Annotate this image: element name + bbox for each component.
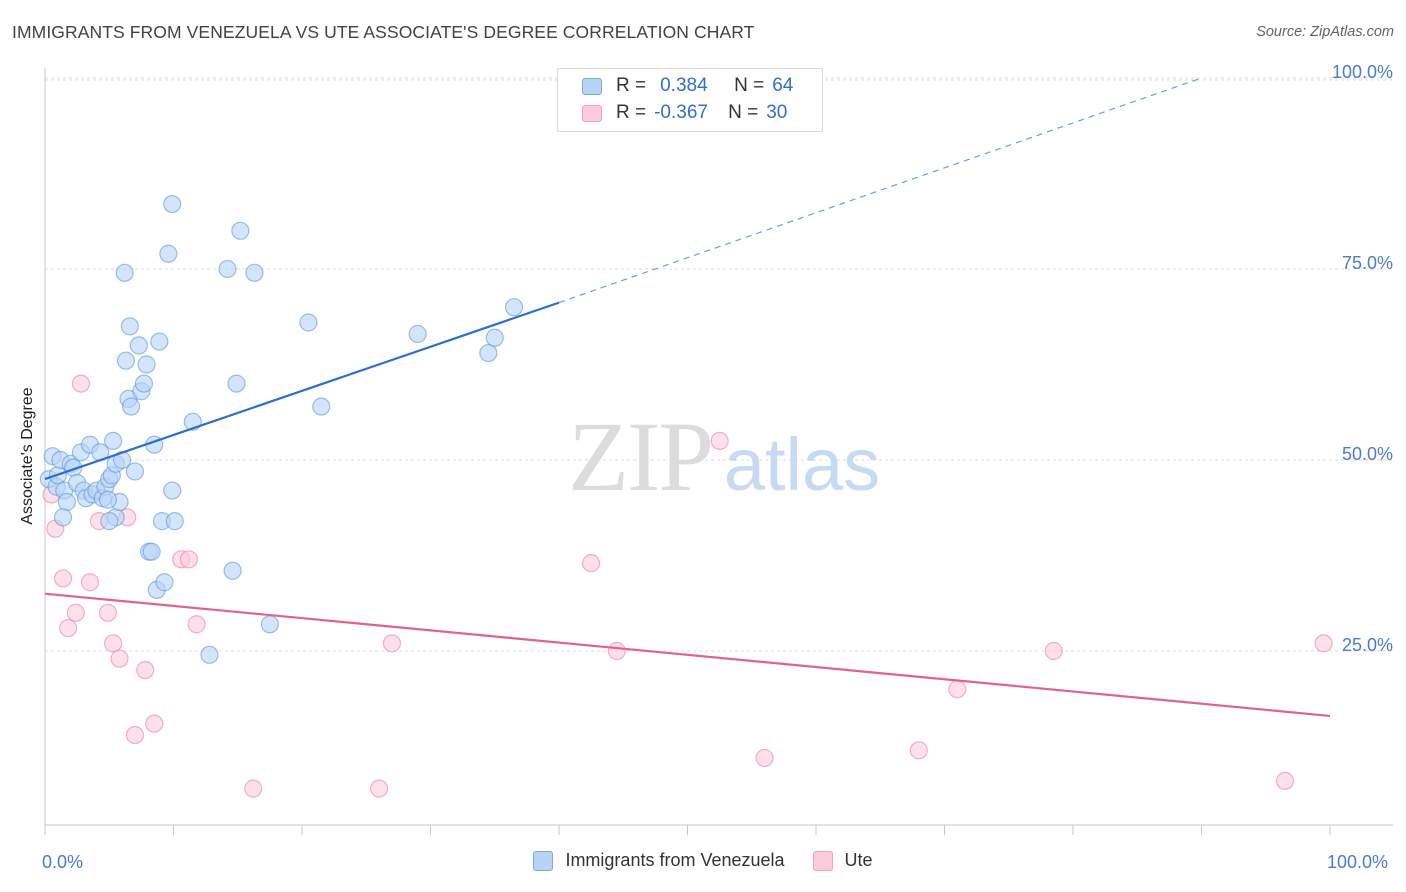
data-point-venezuela — [408, 324, 427, 344]
legend-r-value-venezuela: 0.384 — [660, 75, 708, 96]
data-point-venezuela — [57, 492, 76, 512]
trend-line-venezuela — [44, 301, 560, 481]
data-point-venezuela — [104, 431, 123, 450]
y-axis-label: Associate's Degree — [19, 387, 36, 525]
data-point-venezuela — [98, 490, 118, 509]
data-point-ute — [607, 641, 626, 661]
data-point-ute — [244, 779, 263, 798]
watermark-zip: ZIP — [568, 401, 712, 512]
series-venezuela-points — [39, 194, 524, 664]
source-credit: Source: ZipAtlas.com — [1256, 24, 1394, 40]
x-tick-label-min: 0.0% — [42, 852, 84, 872]
data-point-ute — [59, 618, 78, 638]
legend-n-label: N = — [728, 102, 759, 123]
trend-line-ute — [44, 592, 1331, 718]
data-point-venezuela — [125, 462, 145, 481]
data-point-venezuela — [120, 317, 139, 336]
data-point-venezuela — [299, 313, 318, 332]
data-point-venezuela — [165, 512, 184, 531]
data-point-ute — [755, 748, 774, 768]
legend-swatch-ute — [812, 850, 833, 871]
legend-swatch-venezuela — [582, 77, 602, 95]
data-point-ute — [710, 431, 729, 450]
data-point-ute — [98, 603, 118, 622]
y-tick-label: 25.0% — [1341, 635, 1393, 655]
series-legend: Immigrants from Venezuela Ute — [0, 850, 1406, 871]
legend-n-value-ute: 30 — [766, 102, 788, 123]
series-ute-points — [42, 374, 1333, 798]
data-point-ute — [53, 569, 73, 588]
data-point-venezuela — [231, 221, 250, 240]
data-point-ute — [1314, 634, 1333, 653]
data-point-ute — [71, 374, 91, 393]
y-tick-label: 50.0% — [1341, 444, 1393, 464]
legend-n-label: N = — [734, 75, 765, 96]
data-point-ute — [104, 634, 123, 653]
legend-label-venezuela: Immigrants from Venezuela — [565, 850, 785, 870]
data-point-ute — [125, 725, 145, 745]
data-point-venezuela — [129, 336, 148, 355]
data-point-ute — [1044, 641, 1063, 661]
data-point-venezuela — [115, 263, 134, 282]
data-point-venezuela — [150, 332, 169, 351]
data-point-venezuela — [134, 374, 154, 393]
data-point-venezuela — [227, 374, 246, 393]
data-point-ute — [1275, 771, 1295, 790]
y-tick-label: 75.0% — [1341, 253, 1393, 273]
correlation-legend: R = 0.384 N = 64 R = -0.367 N = 30 — [557, 68, 823, 132]
legend-row-ute: R = -0.367 N = 30 — [582, 101, 787, 125]
legend-n-value-venezuela: 64 — [772, 75, 794, 96]
data-point-venezuela — [163, 194, 182, 214]
watermark-atlas: atlas — [724, 423, 880, 506]
data-point-ute — [136, 660, 155, 680]
legend-r-label: R = — [616, 75, 647, 96]
x-tick-label-max: 100.0% — [1327, 852, 1389, 872]
data-point-venezuela — [479, 343, 498, 363]
data-point-venezuela — [223, 561, 242, 580]
data-point-venezuela — [200, 645, 219, 664]
trend-lines — [44, 77, 1331, 718]
data-point-venezuela — [312, 397, 331, 416]
legend-label-ute: Ute — [844, 850, 873, 870]
y-tick-label: 100.0% — [1331, 62, 1393, 82]
data-point-venezuela — [245, 263, 264, 282]
gridlines — [45, 77, 1393, 652]
data-point-ute — [80, 573, 100, 592]
chart-title: IMMIGRANTS FROM VENEZUELA VS UTE ASSOCIA… — [12, 22, 755, 42]
data-point-ute — [382, 634, 402, 653]
watermark: ZIP atlas — [568, 401, 880, 512]
trend-line-venezuela-extension — [558, 77, 1202, 304]
data-point-venezuela — [155, 573, 174, 592]
data-point-ute — [909, 741, 928, 760]
data-point-ute — [370, 779, 389, 798]
legend-r-label: R = — [616, 102, 647, 123]
data-point-ute — [948, 680, 967, 699]
data-point-ute — [145, 714, 164, 733]
legend-item-ute[interactable]: Ute — [812, 850, 873, 871]
legend-row-venezuela: R = 0.384 N = 64 — [582, 74, 793, 98]
data-point-ute — [66, 603, 85, 622]
data-point-venezuela — [485, 328, 504, 347]
data-point-ute — [179, 550, 199, 569]
data-point-venezuela — [116, 351, 136, 370]
legend-swatch-ute — [582, 104, 602, 122]
data-point-venezuela — [163, 481, 182, 500]
legend-swatch-venezuela — [533, 850, 554, 871]
axes — [44, 68, 1393, 835]
data-point-venezuela — [137, 355, 156, 374]
data-point-ute — [187, 615, 206, 634]
data-point-venezuela — [504, 298, 524, 317]
data-point-venezuela — [53, 508, 73, 527]
data-point-ute — [582, 554, 601, 573]
data-point-venezuela — [260, 615, 279, 634]
data-point-venezuela — [159, 244, 178, 263]
data-point-venezuela — [100, 512, 119, 531]
data-point-venezuela — [121, 397, 141, 416]
legend-item-venezuela[interactable]: Immigrants from Venezuela — [533, 850, 785, 871]
data-point-ute — [110, 649, 129, 668]
legend-r-value-ute: -0.367 — [654, 102, 708, 123]
data-point-venezuela — [218, 259, 237, 279]
data-point-venezuela — [142, 542, 161, 561]
